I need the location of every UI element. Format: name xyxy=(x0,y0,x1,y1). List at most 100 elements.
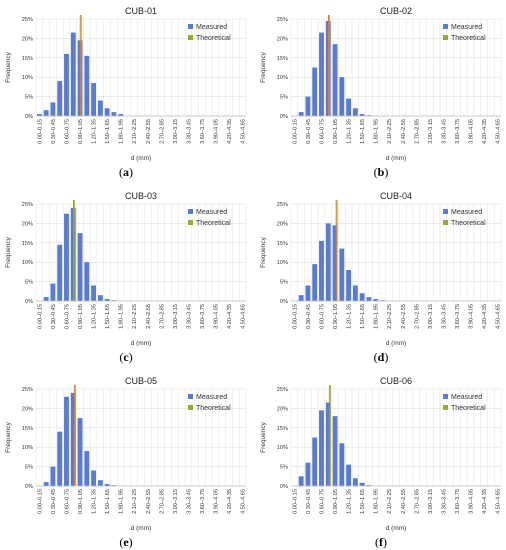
panel-label: (c) xyxy=(119,350,132,364)
x-tick-label: 1.80–1.95 xyxy=(374,304,380,329)
x-tick-label: 2.40–2.55 xyxy=(401,119,407,144)
y-tick-label: 15% xyxy=(277,56,288,62)
chart-title: CUB-01 xyxy=(125,6,157,16)
bar-measured xyxy=(339,248,345,301)
legend-swatch-theoretical xyxy=(443,35,448,40)
bar-measured xyxy=(366,297,372,301)
bar-measured xyxy=(305,285,311,301)
y-tick-label: 15% xyxy=(22,426,33,432)
x-tick-label: 3.30–3.45 xyxy=(441,489,447,514)
y-tick-label: 20% xyxy=(22,36,33,42)
bar-measured xyxy=(352,478,358,486)
y-tick-label: 10% xyxy=(22,445,33,451)
bar-measured xyxy=(298,295,304,301)
legend-label-measured: Measured xyxy=(451,394,482,401)
x-tick-label: 3.90–4.05 xyxy=(469,489,475,514)
legend-swatch-theoretical xyxy=(443,405,448,410)
legend-swatch-measured xyxy=(188,209,193,214)
legend-label-theoretical: Theoretical xyxy=(451,405,486,412)
y-tick-label: 25% xyxy=(22,202,33,208)
bar-measured xyxy=(312,437,318,486)
bar-measured xyxy=(359,482,365,486)
y-tick-label: 10% xyxy=(277,75,288,81)
panel-label: (d) xyxy=(374,350,389,364)
y-tick-label: 5% xyxy=(25,95,33,101)
bar-measured xyxy=(339,443,345,486)
x-tick-label: 2.70–2.85 xyxy=(159,304,165,329)
chart-panel-6: CUB-06 0% 5% 10% 15% 20% 25% 0.00–0.15 0.30–0.45… xyxy=(260,376,502,549)
legend-label-measured: Measured xyxy=(196,24,227,31)
y-axis-label: Frequency xyxy=(5,236,12,267)
x-tick-label: 2.10–2.25 xyxy=(387,119,393,144)
legend-swatch-theoretical xyxy=(188,35,193,40)
x-tick-label: 1.50–1.65 xyxy=(360,304,366,329)
x-tick-label: 0.30–0.45 xyxy=(51,119,57,144)
bar-measured xyxy=(97,100,103,116)
chart-title: CUB-03 xyxy=(125,191,157,201)
panel-label: (e) xyxy=(119,535,132,549)
bar-measured xyxy=(352,285,358,301)
x-tick-label: 1.20–1.35 xyxy=(92,304,98,329)
bar-measured xyxy=(298,112,304,116)
x-tick-label: 0.90–1.05 xyxy=(78,304,84,329)
y-tick-label: 0% xyxy=(280,299,288,305)
legend-swatch-theoretical xyxy=(443,220,448,225)
x-tick-label: 0.60–0.75 xyxy=(319,119,325,144)
bar-measured xyxy=(50,283,56,301)
bar-measured xyxy=(373,299,379,301)
x-tick-label: 3.30–3.45 xyxy=(186,119,192,144)
y-tick-label: 10% xyxy=(277,260,288,266)
x-tick-label: 4.50–4.65 xyxy=(496,119,502,144)
bar-measured xyxy=(43,297,49,301)
x-tick-label: 0.90–1.05 xyxy=(333,119,339,144)
x-tick-label: 0.00–0.15 xyxy=(292,119,298,144)
bar-measured xyxy=(84,451,90,486)
x-tick-label: 4.20–4.35 xyxy=(227,489,233,514)
legend-label-measured: Measured xyxy=(196,394,227,401)
bar-measured xyxy=(104,484,110,486)
y-tick-label: 25% xyxy=(22,17,33,23)
x-tick-label: 3.00–3.15 xyxy=(428,489,434,514)
x-tick-label: 3.60–3.75 xyxy=(455,489,461,514)
bar-measured xyxy=(319,410,324,486)
x-tick-label: 2.10–2.25 xyxy=(387,489,393,514)
x-tick-label: 1.50–1.65 xyxy=(105,119,111,144)
y-tick-label: 15% xyxy=(277,426,288,432)
x-tick-label: 4.20–4.35 xyxy=(482,119,488,144)
y-tick-label: 0% xyxy=(280,114,288,120)
y-axis-label: Frequency xyxy=(5,51,12,82)
chart-panel-1: CUB-01 0% 5% 10% 15% 20% 25% 0.00–0.15 0.30–0.45… xyxy=(5,6,247,179)
bar-measured xyxy=(57,244,63,301)
y-axis-label: Frequency xyxy=(260,236,267,267)
bar-measured xyxy=(346,464,352,486)
bar-measured xyxy=(298,476,304,486)
bar-measured xyxy=(97,480,103,486)
bar-measured xyxy=(359,293,365,301)
legend-label-measured: Measured xyxy=(451,209,482,216)
x-tick-label: 3.30–3.45 xyxy=(186,304,192,329)
x-tick-label: 3.60–3.75 xyxy=(200,119,206,144)
x-tick-label: 4.20–4.35 xyxy=(482,304,488,329)
x-tick-label: 0.60–0.75 xyxy=(64,304,70,329)
x-tick-label: 2.40–2.55 xyxy=(146,489,152,514)
bar-measured xyxy=(312,264,318,301)
x-tick-label: 1.50–1.65 xyxy=(360,119,366,144)
x-tick-label: 2.40–2.55 xyxy=(401,304,407,329)
bar-measured xyxy=(64,213,69,301)
bar-measured xyxy=(84,55,90,116)
y-tick-label: 10% xyxy=(22,75,33,81)
bar-measured xyxy=(104,299,110,301)
x-tick-label: 0.60–0.75 xyxy=(64,119,70,144)
legend-swatch-measured xyxy=(443,209,448,214)
bar-measured xyxy=(57,431,63,486)
x-tick-label: 0.90–1.05 xyxy=(78,119,84,144)
x-tick-label: 4.50–4.65 xyxy=(496,304,502,329)
x-tick-label: 4.50–4.65 xyxy=(241,304,247,329)
x-tick-label: 3.90–4.05 xyxy=(214,489,220,514)
x-axis-label: d (mm) xyxy=(386,525,407,532)
y-tick-label: 0% xyxy=(25,484,33,490)
legend-label-theoretical: Theoretical xyxy=(196,405,231,412)
x-tick-label: 1.20–1.35 xyxy=(92,119,98,144)
x-tick-label: 0.90–1.05 xyxy=(333,304,339,329)
bar-measured xyxy=(305,462,311,486)
